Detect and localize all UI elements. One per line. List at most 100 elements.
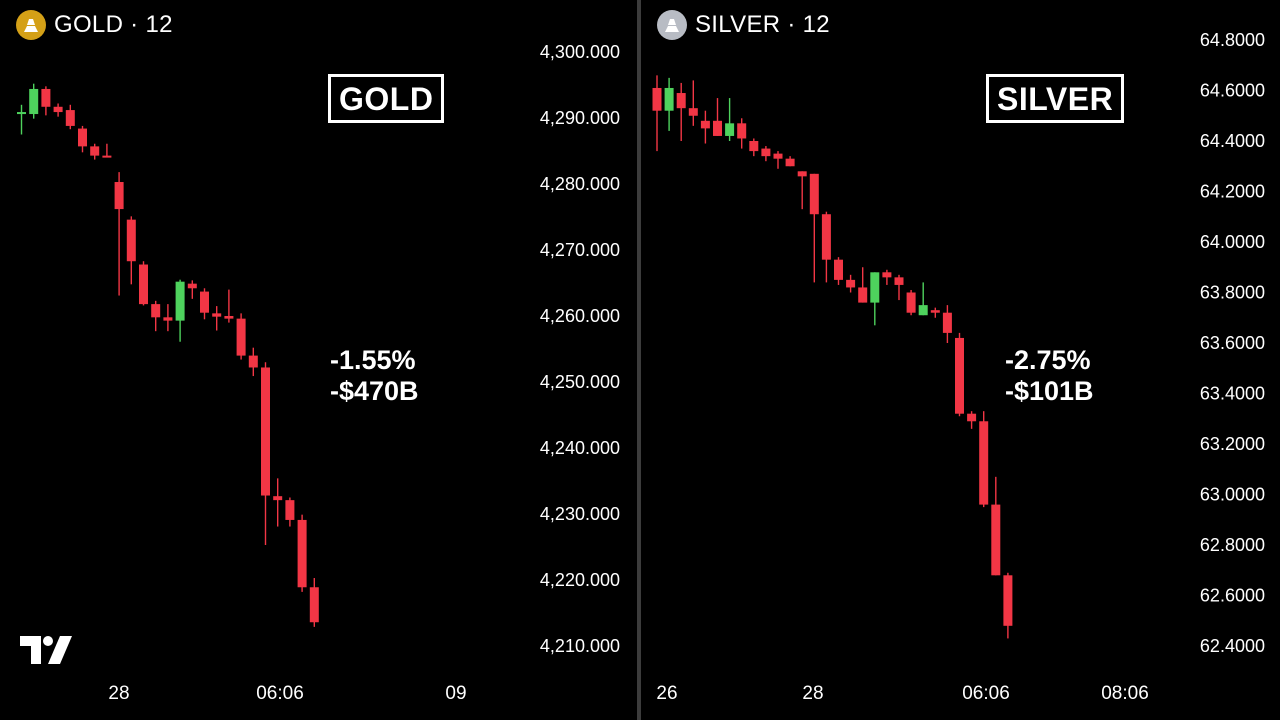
gold-candle-body <box>200 291 209 313</box>
silver-box-label: SILVER <box>986 74 1125 123</box>
tradingview-logo-icon[interactable] <box>20 636 72 669</box>
gold-candle-body <box>236 318 246 356</box>
silver-x-tick-label: 28 <box>802 683 823 704</box>
gold-candle-body <box>212 313 222 317</box>
silver-candle <box>846 274 856 293</box>
silver-candle <box>834 257 843 285</box>
gold-candle <box>248 347 258 377</box>
silver-candle-body <box>930 310 940 313</box>
silver-candle <box>979 411 989 508</box>
silver-candle-body <box>942 312 952 333</box>
silver-chart-panel[interactable]: 64.8000 64.6000 64.4000 64.2000 64.0000 63.80… <box>641 0 1280 720</box>
silver-candlestick-chart[interactable]: 64.8000 64.6000 64.4000 64.2000 64.0000 63.80… <box>641 0 1280 720</box>
silver-candle <box>749 138 759 157</box>
gold-candle-body <box>126 219 136 262</box>
gold-candle-body <box>139 264 148 305</box>
silver-y-tick-label: 62.6000 <box>1200 586 1265 606</box>
gold-candle <box>285 497 295 527</box>
silver-candle-body <box>676 93 686 109</box>
gold-candle-body <box>17 112 26 115</box>
gold-candle-body <box>29 88 39 115</box>
silver-y-tick-label: 63.0000 <box>1200 485 1265 505</box>
silver-candle-body <box>834 259 843 280</box>
gold-x-tick-label: 06:06 <box>256 683 304 704</box>
gold-candle <box>114 172 124 296</box>
gold-candle <box>224 289 234 323</box>
gold-candle-body <box>273 496 283 501</box>
silver-candle <box>858 267 868 303</box>
gold-candle <box>187 280 197 299</box>
gold-candle <box>90 143 100 160</box>
gold-candle <box>78 125 87 153</box>
silver-candle-body <box>773 153 783 159</box>
gold-y-tick-label: 4,210.000 <box>540 636 620 656</box>
silver-candle-body <box>700 120 710 129</box>
gold-candle <box>41 86 51 116</box>
gold-y-tick-label: 4,280.000 <box>540 174 620 194</box>
silver-candle-body <box>809 173 819 215</box>
silver-candle-body <box>821 214 831 260</box>
gold-y-tick-label: 4,220.000 <box>540 570 620 590</box>
gold-y-tick-label: 4,240.000 <box>540 438 620 458</box>
silver-candle <box>676 82 686 141</box>
silver-x-tick-label: 06:06 <box>962 683 1010 704</box>
gold-symbol-header[interactable]: GOLD · 12 <box>16 10 173 40</box>
panel-divider[interactable] <box>637 0 641 720</box>
gold-candle <box>139 261 148 306</box>
silver-candle-body <box>870 272 880 303</box>
silver-candle <box>906 289 916 316</box>
gold-candle <box>273 478 283 527</box>
silver-candle <box>773 151 783 169</box>
gold-candle-body <box>102 155 112 158</box>
gold-y-tick-label: 4,250.000 <box>540 372 620 392</box>
silver-candle <box>761 146 771 162</box>
silver-symbol-label: SILVER · 12 <box>695 11 830 38</box>
silver-symbol-header[interactable]: SILVER · 12 <box>657 10 830 40</box>
gold-candle <box>212 306 222 331</box>
silver-candle-body <box>955 337 964 414</box>
silver-candle <box>1003 572 1013 639</box>
silver-candle <box>688 80 698 126</box>
gold-candle <box>102 143 112 158</box>
gold-symbol-label: GOLD · 12 <box>54 11 173 38</box>
silver-y-tick-label: 64.2000 <box>1200 182 1265 202</box>
silver-candle-body <box>846 279 856 288</box>
gold-candle-body <box>78 128 87 147</box>
silver-candle <box>991 476 1001 576</box>
gold-candle-body <box>53 106 63 113</box>
silver-x-tick-label: 26 <box>656 683 677 704</box>
gold-candlestick-chart[interactable]: 4,300.000 4,290.000 4,280.000 4,270.000 4,26… <box>0 0 637 720</box>
gold-candle-body <box>285 500 295 520</box>
gold-candle-body <box>151 304 161 318</box>
gold-change-percent: -1.55% <box>330 345 416 375</box>
silver-y-tick-label: 62.4000 <box>1200 636 1265 656</box>
gold-candle-body <box>114 182 124 210</box>
gold-candle <box>151 300 161 332</box>
silver-candle-body <box>882 272 892 278</box>
gold-candle <box>309 578 319 627</box>
silver-candle-body <box>991 504 1001 576</box>
gold-change-stat: -1.55% -$470B <box>330 345 419 407</box>
gold-candle-body <box>309 587 319 623</box>
gold-candle-body <box>261 367 270 496</box>
silver-candle-body <box>749 141 759 152</box>
silver-coin-icon <box>657 10 687 40</box>
gold-candle <box>29 83 39 119</box>
silver-candle-body <box>858 287 868 303</box>
silver-candle <box>797 171 807 210</box>
gold-y-tick-label: 4,230.000 <box>540 504 620 524</box>
silver-candle-body <box>785 158 795 167</box>
silver-candle-body <box>894 277 904 285</box>
gold-chart-panel[interactable]: 4,300.000 4,290.000 4,280.000 4,270.000 4,26… <box>0 0 637 720</box>
gold-candle-body <box>248 355 258 368</box>
silver-candle <box>918 282 928 316</box>
silver-candle <box>664 77 674 131</box>
silver-candle <box>955 332 964 417</box>
silver-candle <box>652 75 662 152</box>
silver-candle <box>930 307 940 318</box>
silver-candle <box>942 305 952 343</box>
gold-candle <box>261 362 270 546</box>
silver-candle <box>700 110 710 144</box>
silver-candle-body <box>1003 575 1013 626</box>
gold-candle <box>175 279 185 342</box>
